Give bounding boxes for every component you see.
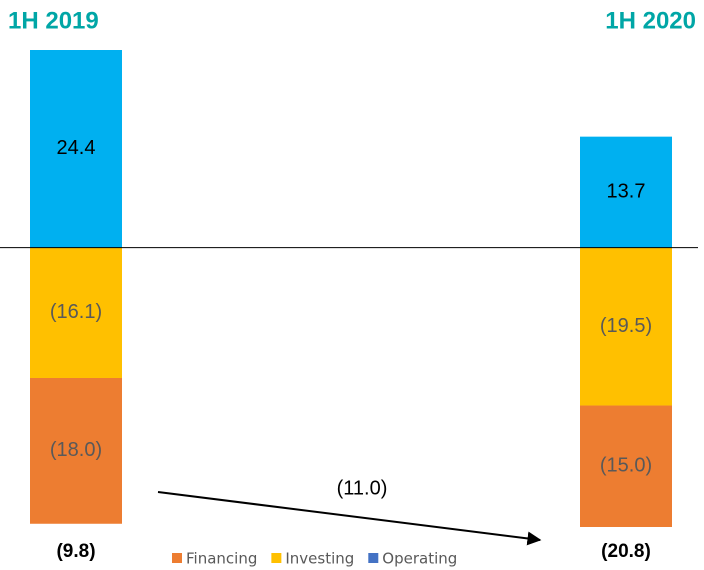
category-label: 1H 2020 bbox=[605, 7, 696, 34]
value-label: 13.7 bbox=[607, 180, 646, 202]
change-label: (11.0) bbox=[337, 477, 388, 499]
legend-label: Financing bbox=[186, 550, 257, 568]
bar-segment bbox=[580, 405, 672, 527]
category-label: 1H 2019 bbox=[8, 7, 99, 34]
total-label: (20.8) bbox=[601, 541, 651, 562]
legend-label: Operating bbox=[382, 550, 457, 568]
bar-segment bbox=[30, 377, 122, 524]
value-label: (16.1) bbox=[50, 301, 102, 323]
legend-swatch bbox=[368, 553, 379, 563]
bar-segment bbox=[580, 247, 672, 406]
total-label: (9.8) bbox=[56, 541, 95, 562]
legend-swatch bbox=[172, 553, 182, 563]
bar-segment bbox=[580, 136, 672, 248]
value-label: (18.0) bbox=[50, 439, 102, 461]
change-arrow bbox=[157, 491, 542, 546]
bar-segment bbox=[30, 247, 122, 378]
legend-swatch bbox=[271, 553, 282, 563]
bar-segment bbox=[30, 50, 122, 248]
value-label: (19.5) bbox=[600, 315, 652, 337]
legend-label: Investing bbox=[285, 550, 354, 568]
value-label: 24.4 bbox=[57, 137, 96, 159]
value-label: (15.0) bbox=[600, 455, 652, 477]
